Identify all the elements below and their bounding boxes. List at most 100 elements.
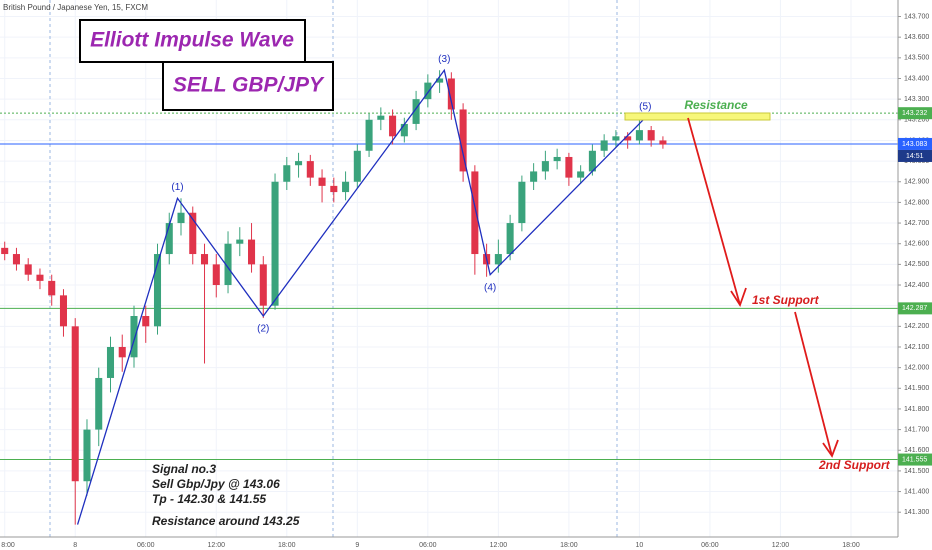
y-tick-label: 141.700 <box>904 426 929 433</box>
candle-body <box>12 254 20 265</box>
candle-body <box>530 171 538 182</box>
arrows <box>687 117 839 458</box>
candle-body <box>365 119 373 151</box>
candle-body <box>177 212 185 224</box>
candle-body <box>577 171 585 178</box>
subtitle: SELL GBP/JPY <box>173 74 325 97</box>
x-tick-label: 18:00 <box>842 542 860 549</box>
level-label: 143.083 <box>902 141 927 148</box>
level-tag <box>898 302 932 315</box>
y-tick-label: 142.500 <box>904 261 929 268</box>
countdown-tag <box>898 149 932 162</box>
grid <box>0 0 898 537</box>
symbol: British Pound / Japanese Yen, 15, FXCM <box>3 3 148 12</box>
candle-body <box>83 429 91 482</box>
resistance-zone <box>624 112 771 121</box>
candle-body <box>377 115 385 120</box>
y-tick-label: 141.600 <box>904 447 929 454</box>
subtitle-box <box>162 61 334 111</box>
level-tag <box>898 453 932 466</box>
candle-body <box>224 243 232 286</box>
wave-label: (5) <box>639 101 651 112</box>
signal-line: Sell Gbp/Jpy @ 143.06 <box>152 477 280 491</box>
signal-line: Tp - 142.30 & 141.55 <box>152 492 266 506</box>
x-tick-label: 12:00 <box>772 542 790 549</box>
signal-line: Resistance around 143.25 <box>152 514 300 528</box>
candle-body <box>189 212 197 255</box>
candle-body <box>306 161 314 178</box>
x-tick-label: 8 <box>73 542 77 549</box>
candle-body <box>318 177 326 186</box>
x-tick-label: 12:00 <box>490 542 508 549</box>
support-label: 1st Support <box>752 293 820 307</box>
candle-body <box>248 239 256 265</box>
candle-body <box>436 78 444 83</box>
y-tick-label: 143.600 <box>904 34 929 41</box>
candle-body <box>153 254 162 327</box>
x-tick-label: 06:00 <box>419 542 437 549</box>
y-tick-label: 141.900 <box>904 385 929 392</box>
candle-body <box>259 264 267 306</box>
signal-line: Signal no.3 <box>152 462 216 476</box>
candle-body <box>659 140 667 145</box>
x-tick-label: 10 <box>636 542 644 549</box>
candle-body <box>412 99 420 124</box>
arrow-head <box>730 287 747 308</box>
candle-body <box>236 239 244 244</box>
candle-body <box>400 123 408 137</box>
candle-body <box>330 185 338 193</box>
title: Elliott Impulse Wave <box>90 29 294 52</box>
y-tick-label: 142.900 <box>904 179 929 186</box>
candle-body <box>59 295 67 327</box>
candle-body <box>541 161 549 172</box>
y-tick-label: 142.400 <box>904 282 929 289</box>
candle-body <box>600 140 608 151</box>
x-tick-label: 12:00 <box>208 542 226 549</box>
candle-body <box>506 223 514 255</box>
candle-body <box>295 161 303 166</box>
y-tick-label: 141.500 <box>904 468 929 475</box>
candle-body <box>624 136 632 141</box>
wave: (1) (2) (3) (4) (5) <box>76 54 651 525</box>
y-tick-label: 142.700 <box>904 220 929 227</box>
x-tick-label: 06:00 <box>137 542 155 549</box>
candle-body <box>283 165 291 182</box>
levels <box>0 112 898 461</box>
candle-body <box>612 136 620 141</box>
y-tick-label: 143.400 <box>904 75 929 82</box>
candle-body <box>118 346 126 358</box>
y-tick-label: 142.000 <box>904 364 929 371</box>
candle-body <box>353 150 361 182</box>
y-tick-label: 142.600 <box>904 241 929 248</box>
resistance-label: Resistance <box>684 98 748 112</box>
y-tick-label: 143.300 <box>904 96 929 103</box>
candle-body <box>95 377 103 430</box>
candle-body <box>36 274 44 281</box>
level-label: 143.232 <box>902 110 927 117</box>
axes: 141.300 141.400 141.500 141.600 141.700 141.8… <box>1 13 932 549</box>
arrow <box>687 117 741 306</box>
wave-label: (1) <box>171 182 183 193</box>
wave-line <box>76 68 646 525</box>
y-tick-label: 143.500 <box>904 55 929 62</box>
arrow-head <box>822 439 839 458</box>
x-tick-label: 9 <box>355 542 359 549</box>
candle-body <box>518 181 526 224</box>
candle-body <box>212 264 220 286</box>
arrow <box>794 311 833 457</box>
x-tick-label: 8:00 <box>1 542 15 549</box>
candle-body <box>588 150 596 172</box>
y-tick-label: 142.200 <box>904 323 929 330</box>
candle-body <box>471 171 479 255</box>
level-tag <box>898 137 932 150</box>
candle-body <box>553 156 561 162</box>
y-tick-label: 142.800 <box>904 199 929 206</box>
candle-body <box>647 130 655 141</box>
y-tick-label: 143.200 <box>904 117 929 124</box>
candle-body <box>635 130 643 141</box>
candle-body <box>459 109 467 172</box>
candle-body <box>130 316 138 358</box>
y-tick-label: 141.300 <box>904 509 929 516</box>
candle-body <box>200 254 209 265</box>
